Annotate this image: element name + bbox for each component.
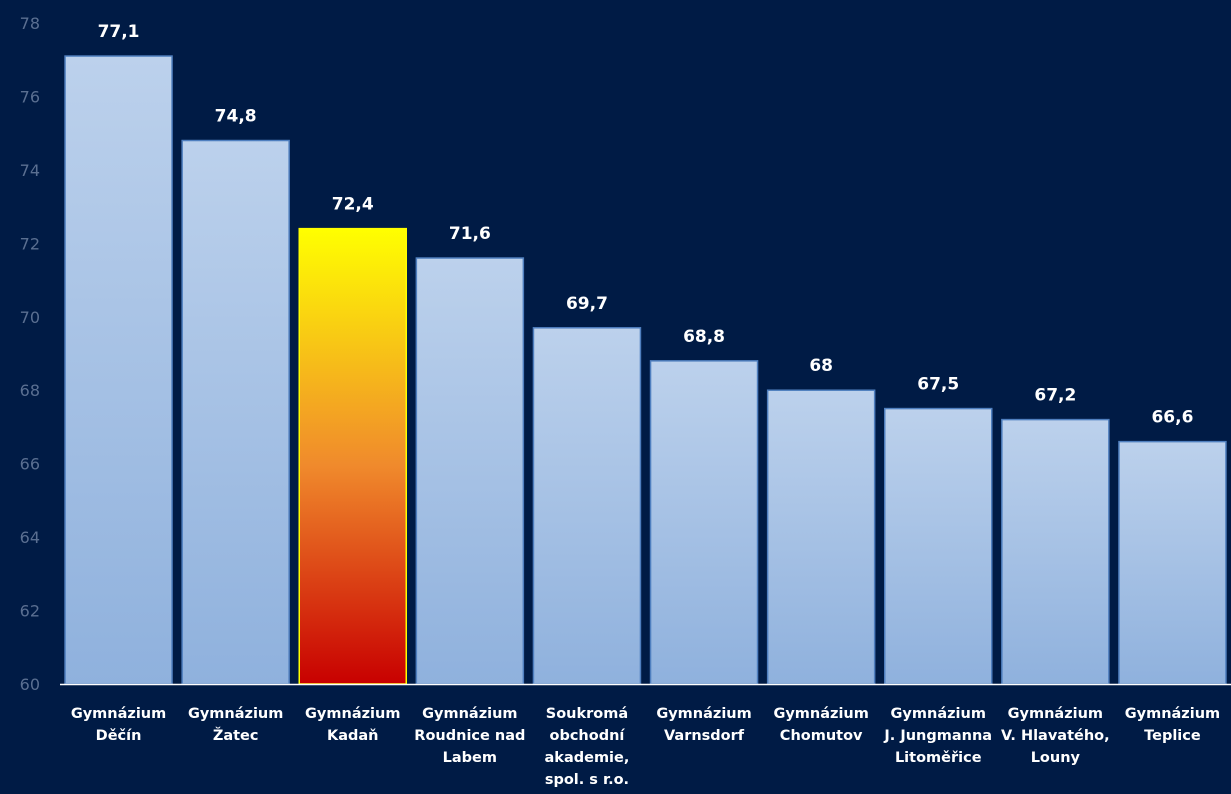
category-label: Gymnázium Žatec <box>188 706 283 744</box>
category-label: Soukromá obchodní akademie, spol. s r.o. <box>545 706 630 788</box>
value-label: 67,5 <box>917 375 959 395</box>
y-tick-label: 68 <box>20 381 40 400</box>
bar <box>181 139 290 685</box>
value-label: 68,8 <box>683 327 725 347</box>
y-tick-label: 78 <box>20 14 40 33</box>
category-label: Gymnázium Varnsdorf <box>656 706 751 744</box>
y-tick-label: 76 <box>20 87 40 106</box>
value-label: 66,6 <box>1151 408 1193 428</box>
y-tick-label: 72 <box>20 234 40 253</box>
y-tick-label: 62 <box>20 602 40 621</box>
category-label: Gymnázium V. Hlavatého, Louny <box>1001 706 1110 766</box>
value-label: 68 <box>809 356 833 376</box>
category-label: Gymnázium Děčín <box>71 706 166 744</box>
category-label: Gymnázium Chomutov <box>773 706 868 744</box>
value-label: 71,6 <box>449 224 491 244</box>
category-label: Gymnázium Kadaň <box>305 706 400 744</box>
value-label: 74,8 <box>215 107 257 127</box>
value-label: 72,4 <box>332 195 374 215</box>
bar <box>649 360 759 685</box>
bars <box>64 55 1227 685</box>
bar <box>1001 418 1110 685</box>
y-tick-label: 60 <box>20 675 40 694</box>
value-label: 67,2 <box>1034 386 1076 406</box>
bar <box>532 327 642 685</box>
value-label: 69,7 <box>566 294 608 314</box>
bar <box>298 227 407 685</box>
bar <box>415 257 525 685</box>
x-axis: Gymnázium Děčín Gymnázium Žatec Gymnázium Kad… <box>60 683 1231 788</box>
y-tick-label: 70 <box>20 308 40 327</box>
value-label: 77,1 <box>98 22 140 42</box>
y-tick-label: 64 <box>20 528 40 547</box>
category-label: Gymnázium J. Jungmanna Litoměřice <box>883 706 992 766</box>
value-labels: 77,1 74,8 72,4 71,6 69,7 68,8 68 67,5 67,2 66,6 <box>98 22 1194 428</box>
bar <box>766 389 876 685</box>
y-tick-label: 74 <box>20 161 40 180</box>
bar <box>884 407 993 685</box>
category-label: Gymnázium Roudnice nad Labem <box>414 706 525 766</box>
y-axis: 60 62 64 66 68 70 72 74 76 78 <box>20 14 40 694</box>
bar <box>1118 440 1227 685</box>
bar <box>64 55 173 685</box>
y-tick-label: 66 <box>20 455 40 474</box>
category-label: Gymnázium Teplice <box>1125 706 1220 744</box>
